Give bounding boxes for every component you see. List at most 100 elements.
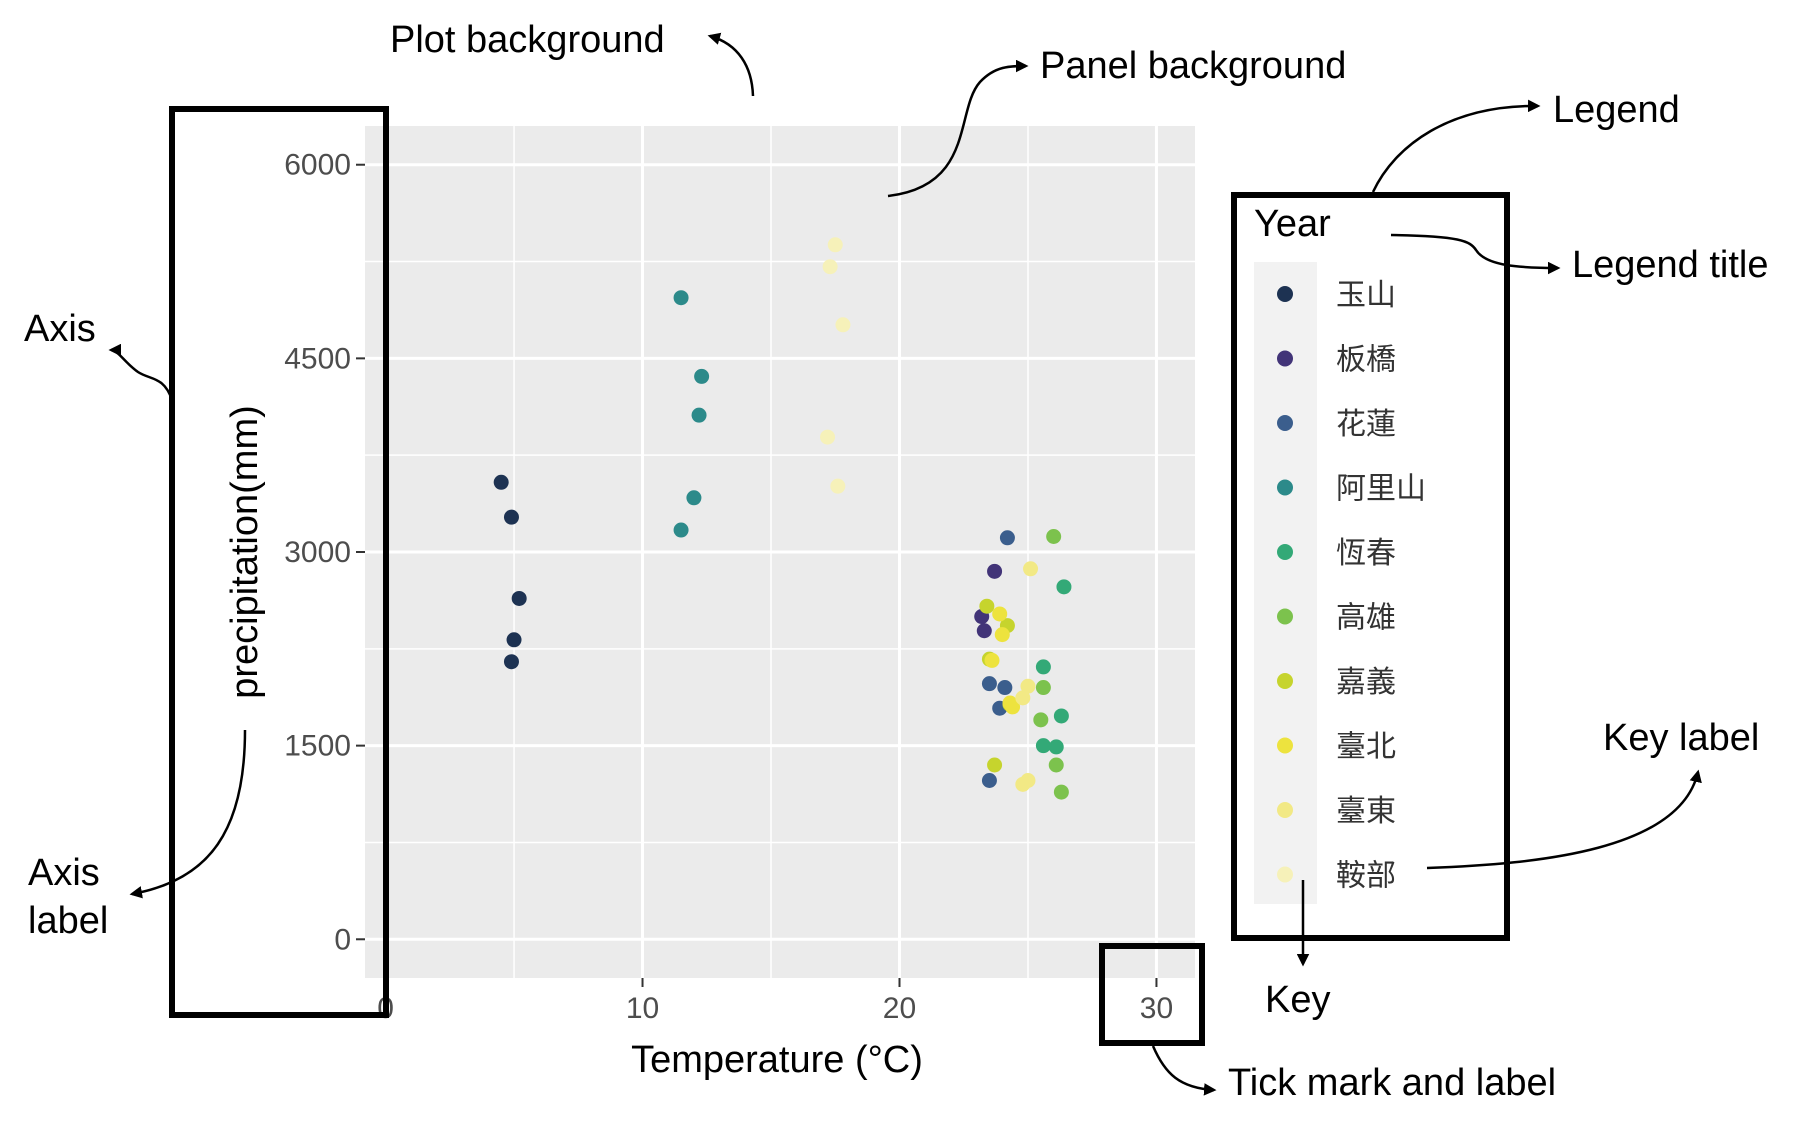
legend-title: Year (1254, 203, 1331, 245)
annotation-legend-title: Legend title (1572, 244, 1769, 286)
legend-key-background (1254, 262, 1317, 904)
y-tick-label: 0 (334, 923, 351, 956)
arrow-plot-background (707, 32, 755, 97)
data-point (503, 654, 519, 670)
data-point (987, 563, 1003, 579)
x-tick-label: 20 (883, 992, 916, 1025)
legend-key (1277, 802, 1293, 818)
scatter-points (493, 237, 1072, 800)
legend-key (1277, 415, 1293, 431)
legend-key (1277, 608, 1293, 625)
data-point (822, 259, 838, 275)
legend-key (1277, 544, 1293, 560)
arrow-legend-title (1390, 233, 1561, 275)
axis-highlight-box (169, 106, 389, 1018)
legend-key (1277, 350, 1293, 367)
arrow-key-label (1426, 769, 1702, 870)
y-tick-label: 4500 (284, 342, 351, 375)
data-point (835, 317, 851, 333)
data-point (999, 530, 1015, 546)
y-tick-label: 1500 (284, 730, 351, 763)
data-point (984, 652, 1000, 668)
data-point (673, 522, 689, 538)
data-point (1048, 739, 1064, 755)
data-point (1023, 561, 1039, 577)
data-point (1048, 757, 1064, 773)
annotation-axis: Axis (24, 308, 96, 350)
data-point (994, 627, 1010, 643)
legend-label: 嘉義 (1336, 665, 1396, 700)
legend-label: 高雄 (1336, 601, 1396, 636)
data-point (1056, 579, 1072, 595)
data-point (673, 290, 689, 306)
legend-label: 阿里山 (1336, 472, 1426, 507)
annotation-key-label: Key label (1603, 717, 1759, 759)
legend-key (1277, 286, 1293, 302)
arrow-panel-background (887, 59, 1029, 198)
data-point (820, 429, 836, 445)
data-point (981, 772, 997, 788)
arrow-legend (1371, 99, 1541, 193)
x-tick-label: 10 (626, 992, 659, 1025)
data-point (830, 478, 846, 494)
annotation-plot-background: Plot background (390, 19, 665, 61)
arrow-axis-label (129, 729, 247, 899)
data-point (1046, 529, 1062, 545)
arrow-tick-mark (1151, 1045, 1217, 1096)
data-point (979, 598, 995, 614)
legend-highlight-box (1231, 192, 1510, 941)
arrow-axis (108, 343, 174, 401)
data-point (691, 407, 707, 423)
legend-label: 花蓮 (1336, 407, 1396, 442)
data-point (976, 623, 992, 639)
annotation-legend: Legend (1553, 89, 1680, 131)
legend-label: 玉山 (1336, 278, 1396, 313)
legend-label: 鞍部 (1336, 859, 1396, 894)
data-point (1015, 776, 1031, 792)
x-axis-ticks: 0 10 20 30 (377, 978, 1173, 1025)
data-point (503, 509, 519, 525)
legend-key (1277, 479, 1293, 496)
data-point (997, 680, 1013, 696)
annotation-axis-label-line2: label (28, 900, 108, 942)
data-point (1033, 712, 1049, 728)
data-point (694, 368, 710, 384)
data-point (1053, 784, 1069, 800)
data-point (981, 676, 997, 692)
data-point (1053, 708, 1069, 724)
x-tick-label: 30 (1140, 992, 1173, 1025)
y-axis-title: precipitation(mm) (224, 405, 266, 699)
data-point (1015, 690, 1031, 706)
legend-key (1277, 737, 1293, 754)
y-axis-ticks: 0 1500 3000 4500 6000 (284, 149, 365, 956)
data-point (511, 590, 527, 606)
data-point (992, 606, 1008, 622)
x-axis-title: Temperature (°C) (631, 1039, 923, 1081)
data-point (1020, 678, 1036, 694)
data-point (1002, 695, 1018, 711)
data-point (493, 474, 509, 490)
data-point (1035, 659, 1051, 675)
legend-label: 板橋 (1336, 343, 1396, 378)
data-point (987, 757, 1003, 773)
legend-label: 恆春 (1336, 536, 1396, 571)
y-tick-label: 6000 (284, 149, 351, 182)
annotation-key: Key (1265, 979, 1330, 1021)
annotation-tick-mark-and-label: Tick mark and label (1228, 1062, 1556, 1104)
legend-key (1277, 866, 1293, 883)
legend-label: 臺東 (1336, 794, 1396, 829)
y-tick-label: 3000 (284, 536, 351, 569)
data-point (686, 490, 702, 506)
data-point (827, 237, 843, 253)
data-point (1035, 738, 1051, 754)
tick-highlight-box (1099, 943, 1205, 1046)
legend-label: 臺北 (1336, 730, 1396, 765)
data-point (1035, 680, 1051, 696)
legend-key (1277, 673, 1293, 689)
data-point (506, 632, 522, 648)
annotation-panel-background: Panel background (1040, 45, 1346, 87)
annotation-axis-label-line1: Axis (28, 852, 100, 894)
